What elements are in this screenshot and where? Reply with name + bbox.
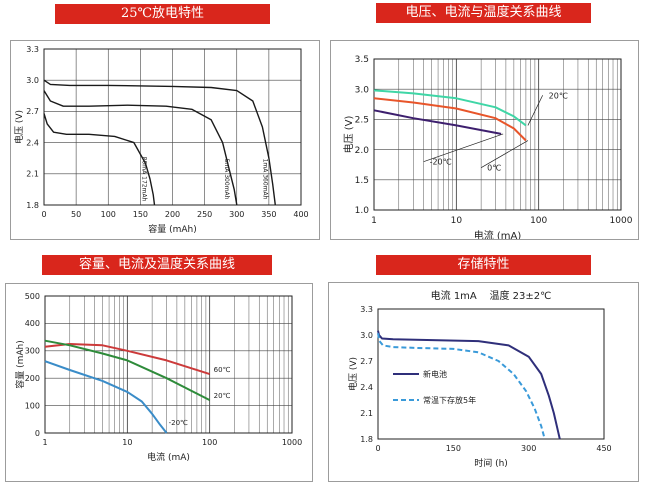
y-tick-label: 2.1: [26, 170, 39, 179]
x-tick-label: 1: [42, 438, 47, 447]
chart1-plot: 0 50 100 150 200 250 300 350 400 1.8 2.1 2.4 2.7 3.0 3…: [13, 45, 309, 235]
x-axis-label: 电流 (mA): [147, 451, 190, 463]
series-line-1: [373, 97, 527, 142]
y-tick-label: 1.0: [355, 206, 370, 216]
x-tick-label: 10: [122, 438, 132, 447]
y-tick-label: 0: [35, 429, 40, 438]
y-tick-label: 1.8: [360, 435, 373, 444]
x-axis-label: 时间 (h): [474, 457, 508, 469]
series-line-0: [377, 330, 561, 440]
series-label-0: 80mA 172mAh: [141, 157, 148, 202]
y-tick-label: 300: [25, 347, 40, 356]
x-tick-label: 300: [521, 444, 536, 453]
x-axis-label: 电流 (mA): [474, 229, 522, 239]
x-axis-label: 容量 (mAh): [148, 223, 197, 235]
y-tick-label: 3.3: [26, 45, 39, 54]
y-tick-label: 3.0: [360, 331, 373, 340]
chart4-plot: 0 150 300 450 1.8 2.1 2.4 2.7 3.0 3.3 时间 (h) 电压 (V)…: [347, 289, 612, 469]
plot-frame: [44, 295, 293, 434]
chart3-plot: 1 10 100 1000 0 100 200 300 400 500 电流 (mA) 容量 (mAh…: [14, 292, 302, 463]
chart1-panel: 0 50 100 150 200 250 300 350 400 1.8 2.1 2.4 2.7 3.0 3…: [10, 40, 320, 240]
chart-subtitle: 电流 1mA 温度 23±2℃: [431, 289, 552, 302]
series-leader-0: [527, 95, 543, 126]
y-tick-label: 3.3: [360, 305, 373, 314]
y-tick-label: 3.5: [355, 55, 369, 65]
x-tick-label: 100: [530, 216, 547, 226]
series-label-1: 5mA 300mAh: [223, 159, 230, 200]
series-leader-1: [480, 140, 529, 169]
series-line-1: [377, 333, 546, 440]
y-tick-label: 2.7: [360, 357, 373, 366]
series-line-2: [43, 79, 276, 206]
series-line-0: [43, 113, 156, 206]
y-tick-label: 2.0: [355, 146, 370, 156]
chart1-banner: 25℃放电特性: [55, 4, 270, 24]
y-axis-label: 电压 (V): [342, 115, 355, 153]
x-tick-label: 1000: [610, 216, 633, 226]
x-tick-label: 10: [451, 216, 463, 226]
series-label-1: 20℃: [214, 392, 231, 400]
series-line-2: [44, 360, 168, 434]
chart3-banner: 容量、电流及温度关系曲线: [42, 255, 272, 275]
y-axis-label: 容量 (mAh): [14, 340, 26, 389]
y-axis-label: 电压 (V): [347, 357, 359, 391]
x-tick-label: 100: [202, 438, 217, 447]
y-tick-label: 200: [25, 374, 40, 383]
y-tick-label: 3.0: [26, 76, 39, 85]
y-tick-label: 1.8: [26, 201, 39, 210]
series-label-0: 20℃: [549, 91, 568, 100]
y-tick-label: 2.5: [355, 116, 369, 126]
y-tick-label: 500: [25, 292, 40, 301]
x-tick-label: 250: [197, 210, 212, 219]
x-tick-label: 450: [596, 444, 611, 453]
plot-frame: [377, 308, 605, 440]
chart3-panel: 1 10 100 1000 0 100 200 300 400 500 电流 (mA) 容量 (mAh…: [5, 283, 313, 482]
series-label-0: 60℃: [214, 366, 231, 374]
series-line-1: [43, 90, 238, 206]
plot-frame: [373, 58, 622, 211]
x-tick-label: 50: [71, 210, 81, 219]
x-tick-label: 200: [165, 210, 180, 219]
x-tick-label: 150: [133, 210, 148, 219]
chart4-banner: 存储特性: [376, 255, 591, 275]
series-leader-2: [423, 133, 504, 163]
legend-label-1: 常温下存放5年: [423, 395, 476, 405]
x-tick-label: 1000: [282, 438, 302, 447]
plot-frame: [43, 48, 302, 206]
series-label-2: 1mA 360mAh: [261, 159, 268, 200]
chart4-panel: 0 150 300 450 1.8 2.1 2.4 2.7 3.0 3.3 时间 (h) 电压 (V)…: [328, 282, 639, 482]
y-tick-label: 2.4: [26, 138, 39, 147]
y-tick-label: 2.1: [360, 409, 373, 418]
chart2-panel: 1 10 100 1000 1.0 1.5 2.0 2.5 3.0 3.5 电流 (mA) 电压 (V…: [330, 40, 639, 240]
y-tick-label: 3.0: [355, 85, 370, 95]
y-tick-label: 2.4: [360, 383, 373, 392]
y-tick-label: 400: [25, 319, 40, 328]
x-tick-label: 100: [101, 210, 116, 219]
chart2-plot: 1 10 100 1000 1.0 1.5 2.0 2.5 3.0 3.5 电流 (mA) 电压 (V…: [342, 55, 633, 239]
y-tick-label: 100: [25, 401, 40, 410]
series-line-0: [373, 89, 527, 127]
series-label-2: -20℃: [169, 419, 188, 427]
x-tick-label: 0: [41, 210, 46, 219]
series-label-1: 0℃: [487, 164, 501, 173]
y-tick-label: 1.5: [355, 176, 369, 186]
x-tick-label: 150: [446, 444, 461, 453]
x-tick-label: 0: [375, 444, 380, 453]
series-label-2: -20℃: [430, 158, 452, 167]
y-axis-label: 电压 (V): [13, 110, 25, 144]
series-line-1: [44, 339, 211, 401]
legend-label-0: 新电池: [423, 369, 447, 379]
x-tick-label: 350: [261, 210, 276, 219]
x-tick-label: 300: [229, 210, 244, 219]
series-line-2: [373, 109, 502, 135]
x-tick-label: 400: [293, 210, 308, 219]
chart2-banner: 电压、电流与温度关系曲线: [376, 3, 591, 23]
y-tick-label: 2.7: [26, 107, 39, 116]
x-tick-label: 1: [371, 216, 377, 226]
